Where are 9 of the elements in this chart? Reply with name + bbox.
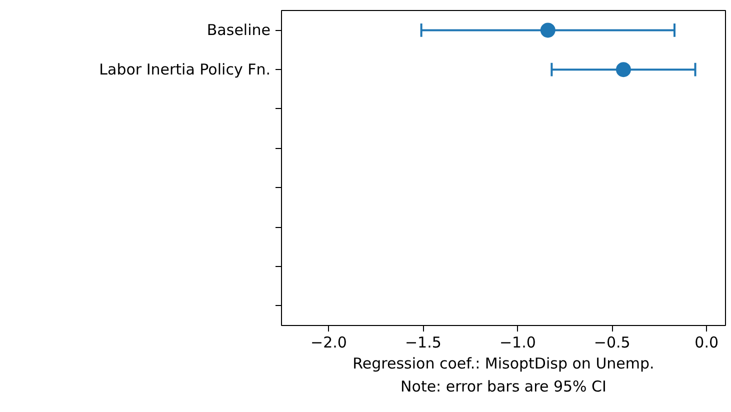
x-tick-label: 0.0	[694, 334, 719, 352]
x-tick-label: −1.5	[404, 334, 442, 352]
x-tick-label: −1.0	[499, 334, 536, 352]
x-axis-title: Regression coef.: MisoptDisp on Unemp.	[352, 354, 654, 372]
y-tick-label: Baseline	[206, 21, 271, 40]
text: Note: error bars are 95% CI	[400, 378, 606, 396]
y-tick-label: Labor Inertia Policy Fn.	[99, 60, 271, 79]
x-tick-label: −0.5	[594, 334, 630, 352]
x-tick-label: −2.0	[310, 334, 347, 352]
